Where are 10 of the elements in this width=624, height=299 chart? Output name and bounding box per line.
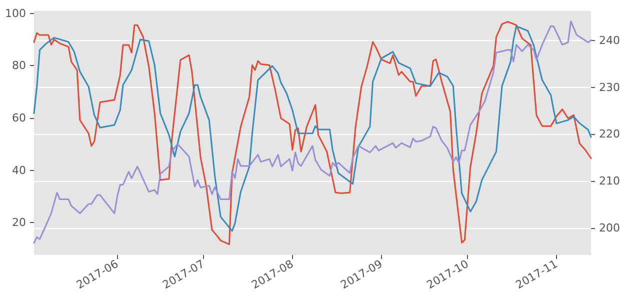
y2-tick-label: 210: [599, 174, 620, 188]
y-tick-label: 60: [12, 111, 26, 124]
y2-tick-label: 240: [599, 34, 620, 48]
y2-tick-label: 220: [599, 128, 620, 141]
y-tick-label: 20: [12, 216, 26, 230]
y2-tick-label: 200: [599, 221, 620, 234]
y-tick-label: 40: [12, 164, 26, 177]
y2-tick-label: 230: [599, 80, 620, 94]
y-tick-label: 80: [12, 59, 26, 72]
y-tick-label: 100: [5, 6, 26, 20]
